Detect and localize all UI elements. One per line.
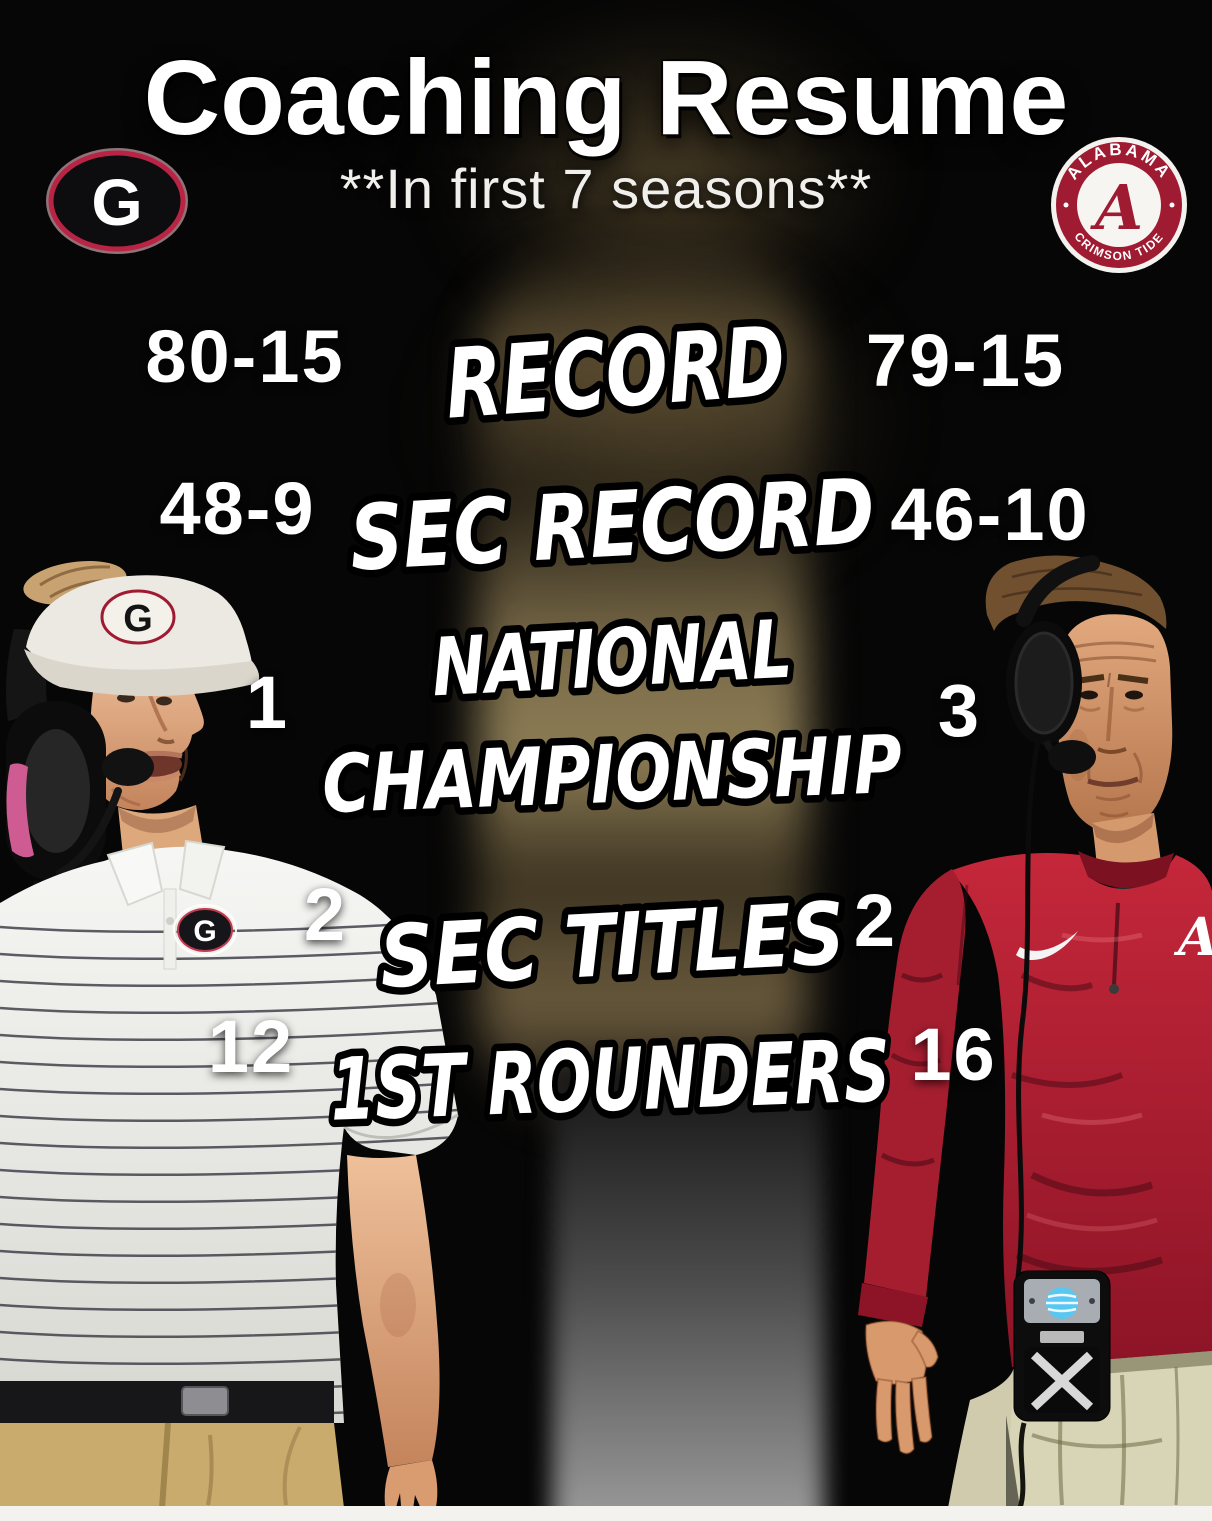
left-coach-pants-crease (159, 1422, 171, 1509)
right-coach-sleeve-cuff (858, 1283, 928, 1327)
right-coach-nike-swoosh (1016, 931, 1078, 961)
right-coach-zipper (1112, 902, 1120, 986)
right-coach-face (1058, 614, 1173, 833)
left-coach-pants (0, 1423, 344, 1508)
stat-label-sec-record-text: SEC RECORD (347, 459, 877, 591)
left-coach-mic-boom (56, 787, 122, 877)
georgia-logo-outer-ring (46, 148, 188, 254)
left-coach-belt-buckle (181, 1386, 229, 1416)
right-coach-jacket-letter: A (1173, 907, 1212, 968)
right-coach-pants-left-leg (948, 1367, 1014, 1508)
stat-label-first-rounders: 1ST ROUNDERS (321, 1014, 899, 1148)
left-coach-polo (0, 846, 458, 1423)
alabama-logo: ALABAMA CRIMSON TIDE A (1051, 137, 1187, 273)
right-coach-cable-over-pants (1017, 1422, 1027, 1509)
left-coach-hand (384, 1460, 438, 1518)
left-coach-elbow-shading (380, 1273, 416, 1337)
right-coach-headset-band (1016, 555, 1100, 627)
alabama-logo-center (1077, 163, 1161, 247)
left-coach-collar-left (106, 841, 164, 907)
right-coach-headset-pad (1014, 631, 1074, 735)
right-coach-leg-gap (1006, 1415, 1020, 1508)
bottom-white-border (0, 1506, 1212, 1521)
left-coach-visor-brim (24, 649, 260, 697)
left-coach-mic (102, 748, 154, 786)
left-coach-arm (347, 1155, 440, 1467)
left-coach-sleeve-cuff (343, 1113, 459, 1140)
georgia-logo-letter: G (91, 165, 142, 239)
alabama-logo-star-left (1063, 202, 1069, 208)
right-coach-jaw-shadow (1092, 813, 1154, 844)
left-coach-button (166, 917, 174, 925)
record-left-value: 80-15 (145, 315, 345, 398)
stat-label-record: RECORD (434, 298, 796, 448)
stat-label-championship: CHAMPIONSHIP (313, 710, 911, 838)
left-coach-photo: G G (0, 560, 459, 1518)
left-coach-placket (163, 888, 177, 970)
page-title: Coaching Resume (143, 39, 1069, 157)
left-coach-chest-logo (177, 908, 233, 952)
stat-label-sec-record: SEC RECORD (340, 452, 885, 599)
stat-label-first-rounders-text: 1ST ROUNDERS (329, 1021, 892, 1140)
sec-record-right-value: 46-10 (890, 473, 1090, 556)
georgia-logo: G (46, 148, 188, 254)
stat-label-championship-text: CHAMPIONSHIP (321, 718, 904, 831)
right-coach-jacket (950, 853, 1212, 1367)
left-coach-jaw-shadow (118, 805, 196, 833)
left-coach-visor-logo (100, 589, 176, 645)
stat-label-record-text: RECORD (442, 305, 789, 440)
right-coach-mic (1048, 740, 1096, 774)
left-coach-headset-pad (22, 729, 90, 853)
stat-label-sec-titles: SEC TITLES (370, 876, 855, 1015)
sec-titles-right-value: 2 (853, 879, 898, 962)
right-coach-belt-pack (1013, 1270, 1111, 1422)
left-coach-chest-logo-ring (173, 904, 237, 956)
left-coach-collar-right (178, 839, 226, 901)
left-coach-headset-pink-accent (6, 763, 34, 858)
national-championship-right-value: 3 (937, 669, 982, 752)
sec-record-left-value: 48-9 (159, 467, 316, 550)
sec-titles-left-value: 2 (303, 873, 348, 956)
right-coach-photo: A (858, 555, 1212, 1509)
record-right-value: 79-15 (865, 319, 1066, 402)
right-coach-headset-cable (1015, 740, 1041, 1278)
left-coach-visor-letter: G (123, 598, 153, 640)
right-coach-hair (985, 555, 1167, 631)
pack-x-strap (1030, 1351, 1094, 1411)
alabama-logo-star-right (1169, 202, 1175, 208)
right-coach-hand (864, 1320, 940, 1455)
alabama-logo-script-a: A (1090, 171, 1143, 244)
first-rounders-left-value: 12 (207, 1005, 295, 1088)
georgia-logo-oval (48, 150, 186, 252)
stat-label-national-text: NATIONAL (430, 603, 794, 715)
left-coach-pants-pocket (282, 1426, 302, 1506)
left-coach-pants-fly (206, 1434, 214, 1506)
first-rounders-right-value: 16 (910, 1013, 997, 1096)
right-coach-jacket-collar (1078, 851, 1174, 888)
left-coach-belt (0, 1381, 334, 1423)
left-coach-chest-letter: G (193, 915, 216, 948)
right-coach-zipper-pull (1109, 984, 1119, 994)
national-championship-left-value: 1 (245, 661, 290, 744)
